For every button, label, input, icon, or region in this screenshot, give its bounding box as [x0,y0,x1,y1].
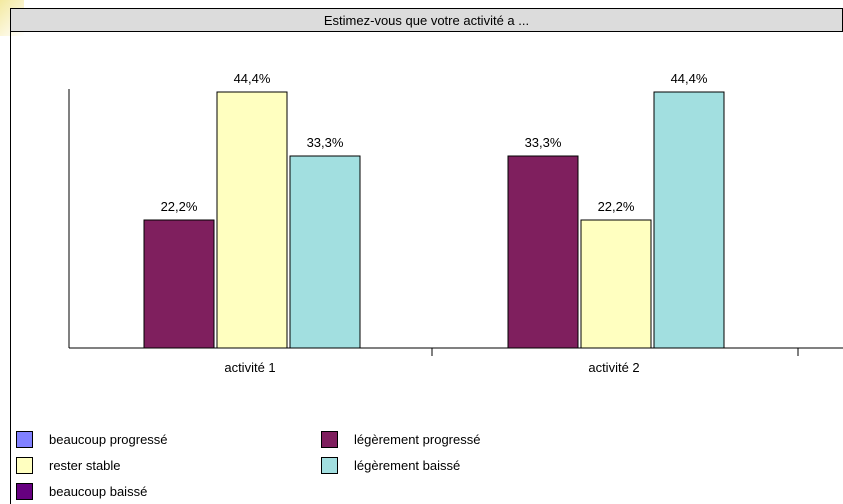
legend-item-rester-stable: rester stable [16,457,121,474]
bar [580,219,652,349]
legend-label: beaucoup progressé [49,432,168,447]
data-label: 33,3% [525,135,562,150]
legend-swatch [16,457,33,474]
x-tick-label: activité 2 [588,360,639,375]
bar [143,219,215,349]
bar [289,155,361,349]
chart-title: Estimez-vous que votre activité a ... [11,9,843,32]
data-label: 33,3% [307,135,344,150]
bar [216,91,288,349]
legend-swatch [16,431,33,448]
data-label: 22,2% [161,199,198,214]
legend-item-legerement-baisse: légèrement baissé [321,457,460,474]
data-label: 44,4% [234,71,271,86]
legend-item-beaucoup-baisse: beaucoup baissé [16,483,147,500]
legend-item-beaucoup-progresse: beaucoup progressé [16,431,168,448]
chart-frame [10,8,843,504]
x-tick-label: activité 1 [224,360,275,375]
legend-swatch [16,483,33,500]
data-label: 22,2% [598,199,635,214]
legend-label: rester stable [49,458,121,473]
legend-item-legerement-progresse: légèrement progressé [321,431,480,448]
legend-swatch [321,457,338,474]
legend-label: légèrement baissé [354,458,461,473]
bar [507,155,579,349]
legend-label: beaucoup baissé [49,484,148,499]
legend-swatch [321,431,338,448]
legend-label: légèrement progressé [354,432,481,447]
bar [653,91,725,349]
data-label: 44,4% [671,71,708,86]
